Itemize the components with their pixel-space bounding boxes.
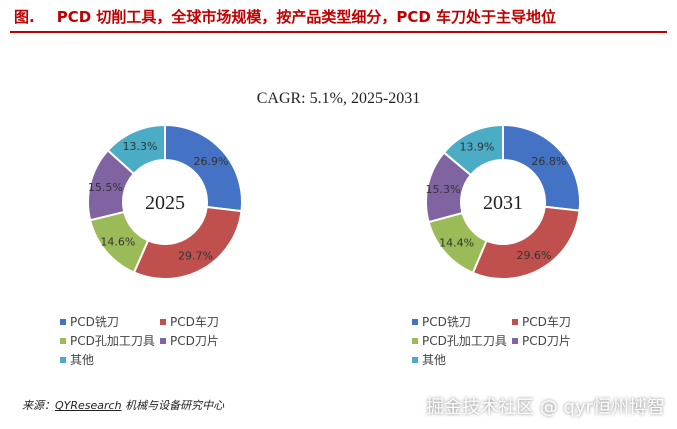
legend-label: PCD孔加工刀具 <box>422 334 507 348</box>
legend-item-4: PCD刀片 <box>512 332 571 349</box>
legend-swatch <box>412 318 418 325</box>
legend-item-3: PCD孔加工刀具 <box>60 332 155 349</box>
data-label-2025-1: 26.9% <box>194 155 229 168</box>
source-suffix: 机械与设备研究中心 <box>121 399 225 412</box>
source-prefix: 来源： <box>22 399 55 412</box>
legend-label: PCD孔加工刀具 <box>70 334 155 348</box>
legend-label: PCD铣刀 <box>422 315 471 329</box>
legend-swatch <box>60 337 66 344</box>
donut-segment-2025-2 <box>132 205 243 280</box>
donut-segment-2031-2 <box>471 205 581 280</box>
legend-item-2: PCD车刀 <box>512 313 571 330</box>
legend-item-2: PCD车刀 <box>160 313 219 330</box>
legend-item-1: PCD铣刀 <box>60 313 119 330</box>
legend-item-4: PCD刀片 <box>160 332 219 349</box>
legend-label: PCD刀片 <box>522 334 571 348</box>
legend-swatch <box>412 337 418 344</box>
figure-label: 图. <box>14 8 35 26</box>
data-label-2031-1: 26.8% <box>531 155 566 168</box>
data-label-2031-3: 14.4% <box>439 236 474 249</box>
legend-item-1: PCD铣刀 <box>412 313 471 330</box>
data-label-2025-4: 15.5% <box>88 181 123 194</box>
legend-2025: PCD铣刀 PCD车刀 PCD孔加工刀具 PCD刀片其他 <box>60 313 250 373</box>
legend-swatch <box>160 318 166 325</box>
legend-swatch <box>60 318 66 325</box>
legend-label: 其他 <box>422 353 447 367</box>
title-text: PCD 切削工具，全球市场规模，按产品类型细分，PCD 车刀处于主导地位 <box>56 8 557 26</box>
donut-segment-2031-5 <box>442 123 504 177</box>
legend-item-5: 其他 <box>60 351 94 368</box>
data-label-2025-2: 29.7% <box>178 249 213 262</box>
source-note: 来源：QYResearch 机械与设备研究中心 <box>22 397 224 413</box>
legend-label: PCD刀片 <box>170 334 219 348</box>
source-brand: QYResearch <box>55 399 122 412</box>
legend-label: PCD车刀 <box>522 315 571 329</box>
data-label-2031-4: 15.3% <box>425 183 460 196</box>
center-label-2031: 2031 <box>483 192 523 214</box>
legend-swatch <box>160 337 166 344</box>
legend-swatch <box>412 356 418 363</box>
title-rule <box>10 31 667 33</box>
legend-label: 其他 <box>70 353 95 367</box>
legend-swatch <box>60 356 66 363</box>
data-label-2031-5: 13.9% <box>460 140 495 153</box>
legend-swatch <box>512 318 518 325</box>
donut-segment-2025-5 <box>106 123 166 176</box>
legend-swatch <box>512 337 518 344</box>
page-title: 图. PCD 切削工具，全球市场规模，按产品类型细分，PCD 车刀处于主导地位 <box>14 6 556 27</box>
legend-2031: PCD铣刀 PCD车刀 PCD孔加工刀具 PCD刀片其他 <box>412 313 602 373</box>
platform-credit: 掘金技术社区 @ qyr恒州博智 <box>426 397 665 418</box>
data-label-2025-5: 13.3% <box>123 140 158 153</box>
legend-label: PCD车刀 <box>170 315 219 329</box>
data-label-2025-3: 14.6% <box>100 235 135 248</box>
cagr-label: CAGR: 5.1%, 2025-2031 <box>256 90 421 107</box>
data-label-2031-2: 29.6% <box>516 249 551 262</box>
center-label-2025: 2025 <box>145 192 185 214</box>
legend-item-3: PCD孔加工刀具 <box>412 332 507 349</box>
legend-label: PCD铣刀 <box>70 315 119 329</box>
legend-item-5: 其他 <box>412 351 446 368</box>
